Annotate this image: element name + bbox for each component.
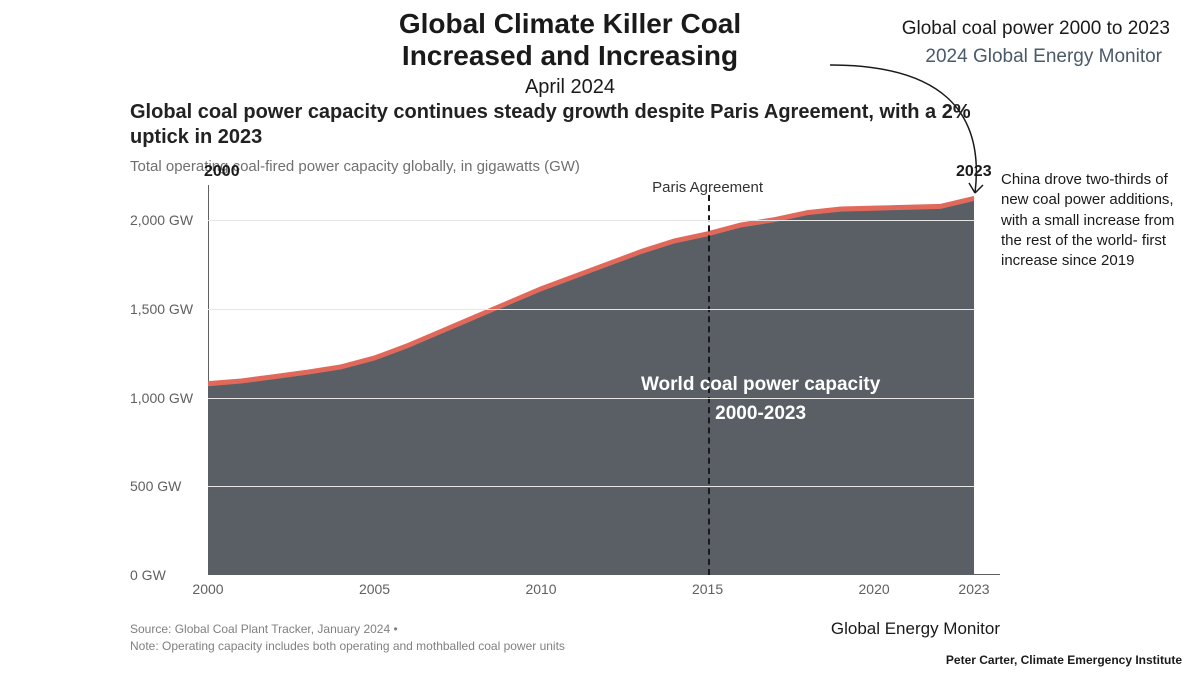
title-line-1: Global Climate Killer Coal bbox=[399, 8, 741, 39]
side-annotation: China drove two-thirds of new coal power… bbox=[1001, 170, 1186, 271]
x-tick-label: 2000 bbox=[192, 581, 223, 597]
chart-subtitle: Total operating coal-fired power capacit… bbox=[130, 158, 1010, 175]
x-tick-label: 2010 bbox=[525, 581, 556, 597]
chart-container: Global coal power capacity continues ste… bbox=[130, 100, 1010, 575]
author-credit: Peter Carter, Climate Emergency Institut… bbox=[946, 653, 1182, 667]
chart-title: Global coal power capacity continues ste… bbox=[130, 100, 1010, 150]
y-tick-label: 500 GW bbox=[130, 478, 181, 494]
source-line-1: Source: Global Coal Plant Tracker, Janua… bbox=[130, 622, 398, 636]
page-title: Global Climate Killer Coal Increased and… bbox=[310, 8, 830, 72]
x-tick-label: 2005 bbox=[359, 581, 390, 597]
date-subtitle: April 2024 bbox=[310, 76, 830, 99]
source-line-2: Note: Operating capacity includes both o… bbox=[130, 639, 565, 653]
paris-agreement-label: Paris Agreement bbox=[652, 179, 763, 196]
grid-line bbox=[208, 220, 974, 221]
year-start-badge: 2000 bbox=[204, 163, 240, 181]
title-line-2: Increased and Increasing bbox=[402, 40, 738, 71]
x-tick-label: 2020 bbox=[859, 581, 890, 597]
gem-attribution: Global Energy Monitor bbox=[831, 619, 1000, 639]
x-tick-label: 2015 bbox=[692, 581, 723, 597]
in-chart-line-2: 2000-2023 bbox=[715, 403, 806, 424]
y-tick-label: 1,000 GW bbox=[130, 390, 193, 406]
side-heading-2: 2024 Global Energy Monitor bbox=[925, 46, 1162, 68]
source-note: Source: Global Coal Plant Tracker, Janua… bbox=[130, 621, 565, 655]
x-tick-label: 2023 bbox=[958, 581, 989, 597]
in-chart-label: World coal power capacity 2000-2023 bbox=[641, 371, 880, 428]
y-tick-label: 1,500 GW bbox=[130, 301, 193, 317]
y-tick-label: 2,000 GW bbox=[130, 212, 193, 228]
grid-line bbox=[208, 309, 974, 310]
grid-line bbox=[208, 398, 974, 399]
grid-line bbox=[208, 486, 974, 487]
y-tick-label: 0 GW bbox=[130, 567, 166, 583]
year-end-badge: 2023 bbox=[956, 163, 992, 181]
side-heading-1: Global coal power 2000 to 2023 bbox=[902, 18, 1170, 40]
in-chart-line-1: World coal power capacity bbox=[641, 374, 880, 395]
chart-plot-area: 2000 2023 Paris Agreement World coal pow… bbox=[130, 185, 1000, 575]
